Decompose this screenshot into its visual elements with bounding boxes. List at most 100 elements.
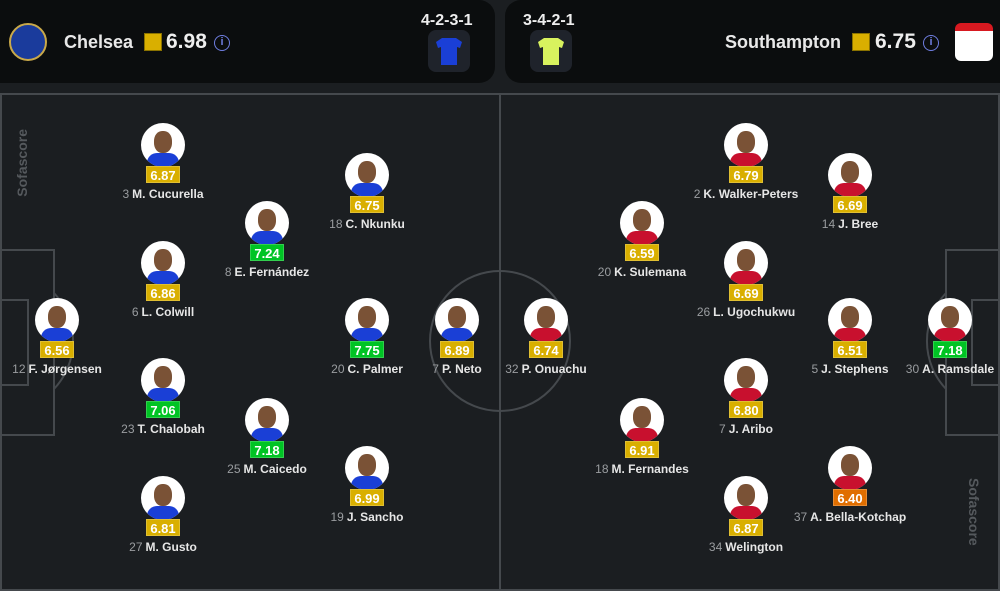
player-number: 19 <box>330 510 344 524</box>
player-away[interactable]: 6.51 5 J. Stephens <box>790 298 910 376</box>
player-label: 7 J. Aribo <box>686 422 806 436</box>
player-name: C. Palmer <box>347 362 403 376</box>
player-label: 23 T. Chalobah <box>103 422 223 436</box>
rating-badge: 6.81 <box>146 519 180 536</box>
player-number: 14 <box>821 217 836 231</box>
player-number: 3 <box>122 187 130 201</box>
pitch: Sofascore Sofascore 6.56 12 F. Jørgensen … <box>0 93 1000 591</box>
player-label: 5 J. Stephens <box>790 362 910 376</box>
player-avatar <box>141 241 185 285</box>
player-away[interactable]: 6.40 37 A. Bella-Kotchap <box>790 446 910 524</box>
player-away[interactable]: 6.87 34 Welington <box>686 476 806 554</box>
info-icon[interactable]: i <box>214 35 230 51</box>
player-number: 23 <box>121 422 135 436</box>
player-home[interactable]: 7.18 25 M. Caicedo <box>207 398 327 476</box>
player-name: K. Walker-Peters <box>703 187 799 201</box>
player-home[interactable]: 7.24 8 E. Fernández <box>207 201 327 279</box>
sofascore-watermark: Sofascore <box>14 129 30 197</box>
player-away[interactable]: 6.79 2 K. Walker-Peters <box>686 123 806 201</box>
player-number: 5 <box>811 362 819 376</box>
rating-badge: 6.59 <box>625 244 659 261</box>
player-name: E. Fernández <box>234 265 310 279</box>
player-name: L. Colwill <box>141 305 195 319</box>
player-name: J. Stephens <box>821 362 889 376</box>
player-home[interactable]: 7.06 23 T. Chalobah <box>103 358 223 436</box>
player-label: 2 K. Walker-Peters <box>686 187 806 201</box>
player-label: 12 F. Jørgensen <box>0 362 117 376</box>
player-home[interactable]: 6.89 7 P. Neto <box>397 298 517 376</box>
player-home[interactable]: 6.86 6 L. Colwill <box>103 241 223 319</box>
info-icon[interactable]: i <box>923 35 939 51</box>
player-number: 7 <box>432 362 439 376</box>
player-home[interactable]: 6.87 3 M. Cucurella <box>103 123 223 201</box>
player-home[interactable]: 6.99 19 J. Sancho <box>307 446 427 524</box>
player-avatar <box>828 446 872 490</box>
chelsea-crest-icon[interactable] <box>9 23 47 61</box>
player-label: 14 J. Bree <box>790 217 910 231</box>
rating-badge: 6.69 <box>833 196 867 213</box>
player-home[interactable]: 6.75 18 C. Nkunku <box>307 153 427 231</box>
player-number: 34 <box>708 540 723 554</box>
rating-badge: 6.74 <box>529 341 563 358</box>
player-number: 37 <box>793 510 808 524</box>
rating-badge: 6.75 <box>350 196 384 213</box>
rating-badge: 6.40 <box>833 489 867 506</box>
player-number: 30 <box>905 362 920 376</box>
player-home[interactable]: 6.56 12 F. Jørgensen <box>0 298 117 376</box>
player-away[interactable]: 6.74 32 P. Onuachu <box>486 298 606 376</box>
away-kit <box>530 30 572 72</box>
rating-badge: 7.24 <box>250 244 284 261</box>
player-label: 30 A. Ramsdale <box>890 362 1000 376</box>
player-name: M. Cucurella <box>132 187 204 201</box>
player-label: 27 M. Gusto <box>103 540 223 554</box>
player-avatar <box>620 201 664 245</box>
player-away[interactable]: 7.18 30 A. Ramsdale <box>890 298 1000 376</box>
rating-badge: 7.18 <box>933 341 967 358</box>
rating-badge: 7.75 <box>350 341 384 358</box>
player-name: F. Jørgensen <box>28 362 102 376</box>
player-away[interactable]: 6.91 18 M. Fernandes <box>582 398 702 476</box>
player-away[interactable]: 6.59 20 K. Sulemana <box>582 201 702 279</box>
player-away[interactable]: 6.69 14 J. Bree <box>790 153 910 231</box>
rating-badge: 6.89 <box>440 341 474 358</box>
player-number: 25 <box>227 462 241 476</box>
away-team-name[interactable]: Southampton <box>725 32 841 52</box>
player-avatar <box>620 398 664 442</box>
player-name: M. Caicedo <box>243 462 307 476</box>
player-label: 34 Welington <box>686 540 806 554</box>
player-avatar <box>141 358 185 402</box>
player-away[interactable]: 6.69 26 L. Ugochukwu <box>686 241 806 319</box>
rating-square-icon <box>144 33 162 51</box>
rating-badge: 6.99 <box>350 489 384 506</box>
rating-badge: 6.87 <box>146 166 180 183</box>
player-avatar <box>928 298 972 342</box>
rating-badge: 6.56 <box>40 341 74 358</box>
player-number: 18 <box>595 462 609 476</box>
home-team-name[interactable]: Chelsea <box>64 32 134 52</box>
player-label: 8 E. Fernández <box>207 265 327 279</box>
shirt-icon <box>538 38 564 65</box>
player-avatar <box>828 153 872 197</box>
player-number: 18 <box>329 217 343 231</box>
player-avatar <box>141 476 185 520</box>
player-number: 7 <box>719 422 726 436</box>
player-label: 26 L. Ugochukwu <box>686 305 806 319</box>
rating-badge: 6.86 <box>146 284 180 301</box>
player-avatar <box>35 298 79 342</box>
rating-square-icon <box>852 33 870 51</box>
player-number: 2 <box>693 187 701 201</box>
player-label: 7 P. Neto <box>397 362 517 376</box>
player-number: 26 <box>696 305 711 319</box>
rating-badge: 7.18 <box>250 441 284 458</box>
home-team-header: Chelsea 6.98 i 4-2-3-1 <box>0 0 495 83</box>
southampton-crest-icon[interactable] <box>955 23 993 61</box>
home-team-rating: 6.98 <box>166 30 207 53</box>
player-label: 18 C. Nkunku <box>307 217 427 231</box>
player-home[interactable]: 7.75 20 C. Palmer <box>307 298 427 376</box>
player-label: 3 M. Cucurella <box>103 187 223 201</box>
player-label: 18 M. Fernandes <box>582 462 702 476</box>
player-away[interactable]: 6.80 7 J. Aribo <box>686 358 806 436</box>
shirt-icon <box>436 38 462 65</box>
player-home[interactable]: 6.81 27 M. Gusto <box>103 476 223 554</box>
rating-badge: 6.87 <box>729 519 763 536</box>
